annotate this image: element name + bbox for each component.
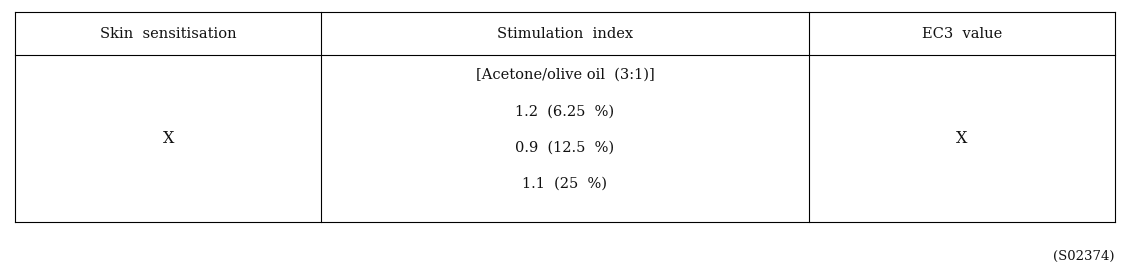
- Text: EC3  value: EC3 value: [922, 27, 1002, 41]
- Text: X: X: [956, 130, 967, 147]
- Text: Skin  sensitisation: Skin sensitisation: [100, 27, 236, 41]
- Text: (S02374): (S02374): [1053, 250, 1115, 263]
- Text: 0.9  (12.5  %): 0.9 (12.5 %): [515, 141, 614, 155]
- Text: 1.1  (25  %): 1.1 (25 %): [522, 177, 607, 191]
- Text: Stimulation  index: Stimulation index: [497, 27, 633, 41]
- Text: 1.2  (6.25  %): 1.2 (6.25 %): [515, 104, 614, 118]
- Text: X: X: [162, 130, 174, 147]
- Text: [Acetone/olive oil  (3:1)]: [Acetone/olive oil (3:1)]: [476, 68, 655, 82]
